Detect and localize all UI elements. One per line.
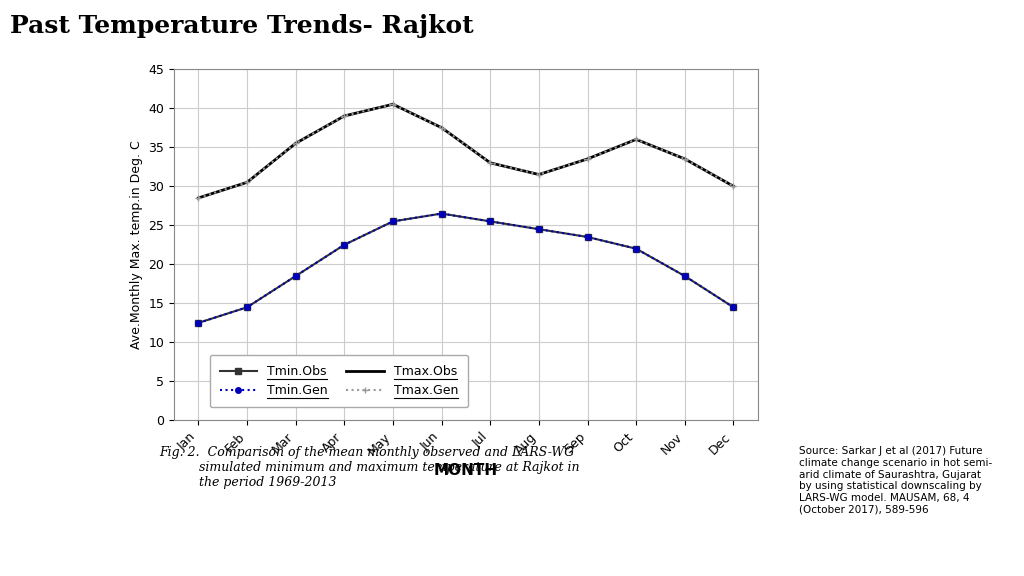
Tmax.Obs <box>338 112 350 119</box>
Tmax.Gen <box>435 124 447 131</box>
Tmin.Obs <box>241 304 253 310</box>
Tmin.Gen <box>630 245 642 252</box>
Tmax.Gen <box>532 171 545 178</box>
Tmin.Gen <box>582 233 594 240</box>
Tmax.Obs <box>532 171 545 178</box>
Tmin.Obs <box>435 210 447 217</box>
Tmax.Obs <box>630 136 642 143</box>
Tmin.Gen <box>338 241 350 248</box>
Line: Tmin.Gen: Tmin.Gen <box>196 211 736 325</box>
Tmax.Gen <box>193 195 205 202</box>
Tmax.Gen <box>338 112 350 119</box>
Tmax.Obs <box>387 101 399 108</box>
Tmin.Obs <box>532 226 545 233</box>
Line: Tmax.Gen: Tmax.Gen <box>195 101 737 202</box>
Tmax.Obs <box>727 183 739 190</box>
Tmin.Gen <box>290 272 302 279</box>
Tmin.Gen <box>435 210 447 217</box>
Tmax.Gen <box>484 160 497 166</box>
Tmin.Gen <box>193 320 205 327</box>
Legend: Tmin.Obs, Tmin.Gen, Tmax.Obs, Tmax.Gen: Tmin.Obs, Tmin.Gen, Tmax.Obs, Tmax.Gen <box>210 355 468 407</box>
Tmin.Gen <box>387 218 399 225</box>
Tmin.Obs <box>630 245 642 252</box>
Tmin.Obs <box>387 218 399 225</box>
Tmin.Obs <box>290 272 302 279</box>
Tmin.Obs <box>193 320 205 327</box>
Text: Fig. 2.  Comparison of the mean monthly observed and LARS-WG
          simulated: Fig. 2. Comparison of the mean monthly o… <box>159 446 580 490</box>
Text: Source: Sarkar J et al (2017) Future
climate change scenario in hot semi-
arid c: Source: Sarkar J et al (2017) Future cli… <box>799 446 992 514</box>
Tmax.Gen <box>241 179 253 186</box>
Tmin.Gen <box>727 304 739 310</box>
Tmax.Obs <box>193 195 205 202</box>
Line: Tmax.Obs: Tmax.Obs <box>199 104 733 198</box>
Tmin.Gen <box>679 272 691 279</box>
Tmin.Obs <box>727 304 739 310</box>
Tmax.Obs <box>290 140 302 147</box>
Tmax.Gen <box>727 183 739 190</box>
Tmax.Gen <box>582 156 594 162</box>
Tmax.Obs <box>679 156 691 162</box>
Tmin.Gen <box>241 304 253 310</box>
Tmax.Gen <box>679 156 691 162</box>
Tmin.Obs <box>484 218 497 225</box>
Tmin.Gen <box>532 226 545 233</box>
Tmin.Obs <box>679 272 691 279</box>
Tmax.Obs <box>241 179 253 186</box>
Text: Past Temperature Trends- Rajkot: Past Temperature Trends- Rajkot <box>10 14 474 38</box>
Tmax.Gen <box>630 136 642 143</box>
Tmax.Gen <box>387 101 399 108</box>
Line: Tmin.Obs: Tmin.Obs <box>196 211 736 325</box>
Tmin.Obs <box>338 241 350 248</box>
Tmax.Obs <box>582 156 594 162</box>
Tmax.Gen <box>290 140 302 147</box>
Tmax.Obs <box>435 124 447 131</box>
X-axis label: MONTH: MONTH <box>434 463 498 478</box>
Tmax.Obs <box>484 160 497 166</box>
Y-axis label: Ave.Monthly Max. temp.in Deg. C: Ave.Monthly Max. temp.in Deg. C <box>130 141 143 349</box>
Tmin.Gen <box>484 218 497 225</box>
Tmin.Obs <box>582 233 594 240</box>
